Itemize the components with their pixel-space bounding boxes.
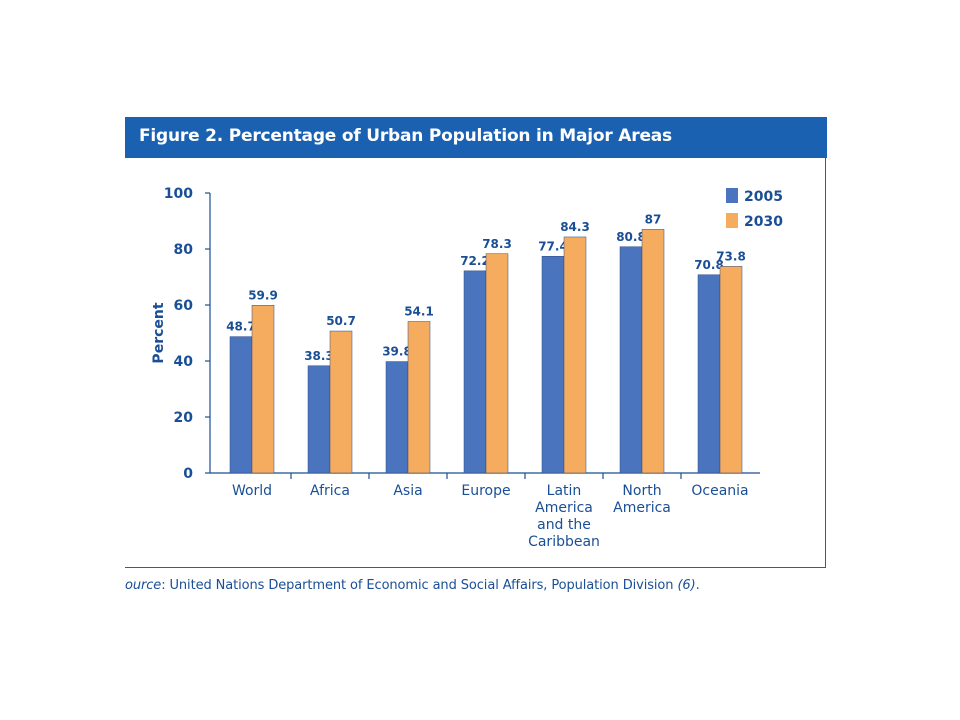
bar-2005 — [541, 256, 565, 474]
figure-title: Figure 2. Percentage of Urban Population… — [125, 117, 827, 158]
data-label: 54.1 — [404, 305, 434, 319]
source-note: ource: United Nations Department of Econ… — [125, 578, 700, 593]
bar-2005 — [229, 336, 253, 474]
source-ref: (6) — [677, 578, 696, 593]
legend-label: 2030 — [744, 214, 783, 230]
x-tick-label: Europe — [461, 483, 510, 499]
x-tick-label-line: Oceania — [691, 483, 748, 499]
figure-frame — [125, 117, 826, 568]
x-tick-label: Oceania — [691, 483, 748, 499]
bar-2030 — [719, 266, 743, 474]
x-tick-label-line: Europe — [461, 483, 510, 499]
bar-2005 — [697, 274, 721, 474]
y-tick-label: 100 — [164, 186, 193, 202]
y-tick-label: 40 — [174, 354, 194, 370]
data-label: 38.3 — [304, 349, 334, 363]
x-tick-label-line: North — [622, 483, 661, 499]
data-label: 80.8 — [616, 230, 646, 244]
y-tick-label: 0 — [183, 466, 193, 482]
x-tick-label-line: Latin — [547, 483, 582, 499]
x-tick-label: Africa — [310, 483, 350, 499]
data-label: 39.8 — [382, 345, 412, 359]
data-label: 50.7 — [326, 314, 356, 328]
source-end: . — [695, 578, 700, 593]
bar-2030 — [563, 236, 587, 474]
data-label: 84.3 — [560, 220, 590, 234]
x-tick-label: Latin America and the Caribbean — [528, 483, 600, 550]
data-label: 77.4 — [538, 239, 568, 253]
x-tick-label-line: America — [535, 500, 593, 516]
y-tick-label: 20 — [174, 410, 194, 426]
x-tick-label-line: and the — [537, 517, 591, 533]
data-label: 70.8 — [694, 258, 724, 272]
x-tick-label: World — [232, 483, 272, 499]
bar-2030 — [641, 229, 665, 474]
x-tick-label-line: Caribbean — [528, 534, 600, 550]
x-tick-label-line: Africa — [310, 483, 350, 499]
data-label: 59.9 — [248, 288, 278, 302]
bar-2030 — [251, 305, 275, 474]
source-text: : United Nations Department of Economic … — [161, 578, 678, 593]
x-tick-label-line: America — [613, 500, 671, 516]
y-tick-label: 60 — [174, 298, 194, 314]
bar-2030 — [485, 253, 509, 474]
data-label: 73.8 — [716, 249, 746, 263]
y-axis-title: Percent — [151, 302, 167, 363]
x-tick-label-line: World — [232, 483, 272, 499]
data-label: 87 — [645, 212, 662, 226]
bar-2005 — [307, 365, 331, 474]
legend-swatch-2030 — [726, 213, 738, 228]
bar-2005 — [463, 270, 487, 474]
source-label: ource — [125, 578, 162, 593]
y-tick-label: 80 — [174, 242, 194, 258]
x-tick-label: North America — [613, 483, 671, 516]
legend-label: 2005 — [744, 189, 783, 205]
bar-2005 — [385, 361, 409, 474]
bar-2030 — [329, 330, 353, 474]
data-label: 48.7 — [226, 320, 256, 334]
x-tick-label: Asia — [393, 483, 422, 499]
bar-2030 — [407, 321, 431, 474]
x-tick-label-line: Asia — [393, 483, 422, 499]
legend-swatch-2005 — [726, 188, 738, 203]
bar-2005 — [619, 246, 643, 474]
data-label: 78.3 — [482, 237, 512, 251]
data-label: 72.2 — [460, 254, 490, 268]
